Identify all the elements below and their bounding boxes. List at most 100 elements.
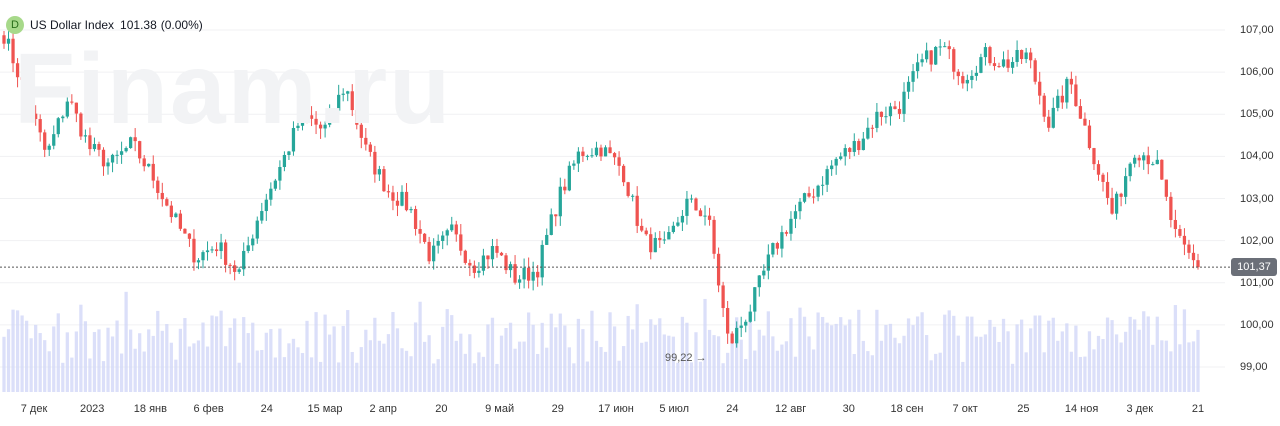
x-tick-label: 9 май bbox=[485, 403, 515, 415]
candle bbox=[300, 107, 305, 126]
y-tick-label: 99,00 bbox=[1240, 361, 1268, 373]
volume-bar bbox=[572, 363, 576, 392]
x-tick-label: 20 bbox=[435, 403, 448, 415]
candle bbox=[522, 267, 526, 280]
volume-bar bbox=[1060, 331, 1064, 392]
candle bbox=[612, 153, 617, 158]
volume-bar bbox=[88, 358, 92, 392]
volume-bar bbox=[861, 340, 865, 392]
volume-bar bbox=[852, 353, 856, 392]
candle bbox=[1029, 52, 1033, 61]
volume-bar bbox=[318, 361, 323, 392]
volume-bar bbox=[1006, 331, 1010, 392]
candle bbox=[459, 234, 463, 251]
volume-bar bbox=[911, 325, 915, 392]
volume-bar bbox=[906, 318, 911, 392]
volume-bar bbox=[640, 342, 644, 392]
candle bbox=[920, 59, 924, 63]
volume-bar bbox=[757, 329, 761, 392]
candle bbox=[287, 151, 291, 155]
candle bbox=[698, 210, 703, 217]
volume-bar bbox=[581, 329, 585, 392]
volume-bar bbox=[925, 335, 929, 392]
candle bbox=[965, 79, 969, 84]
candle bbox=[391, 192, 395, 201]
volume-bar bbox=[481, 356, 486, 392]
volume-bar bbox=[875, 309, 879, 392]
candle bbox=[1015, 49, 1019, 62]
volume-bar bbox=[436, 359, 440, 392]
volume-bar bbox=[1128, 316, 1132, 392]
volume-bar bbox=[178, 328, 183, 392]
candle bbox=[572, 163, 576, 166]
volume-bar bbox=[612, 326, 617, 392]
volume-bar bbox=[160, 330, 164, 392]
volume-bar bbox=[513, 348, 517, 392]
volume-bar bbox=[454, 340, 458, 392]
candle bbox=[450, 224, 454, 231]
candle bbox=[875, 111, 879, 128]
volume-bar bbox=[938, 352, 942, 392]
x-tick-label: 7 дек bbox=[20, 403, 48, 415]
candle bbox=[1096, 164, 1101, 175]
volume-bar bbox=[1042, 352, 1046, 392]
volume-bar bbox=[689, 362, 694, 392]
volume-bar bbox=[970, 316, 974, 392]
volume-bar bbox=[1114, 334, 1119, 392]
volume-bar bbox=[780, 344, 784, 392]
volume-bar bbox=[793, 356, 798, 392]
candle bbox=[1178, 229, 1182, 236]
candle bbox=[784, 232, 789, 234]
volume-bar bbox=[517, 341, 522, 392]
symbol-badge[interactable]: D bbox=[6, 16, 24, 34]
candle bbox=[685, 198, 689, 216]
volume-bar bbox=[92, 332, 97, 392]
candle bbox=[355, 110, 359, 125]
candle bbox=[970, 75, 974, 80]
candle bbox=[233, 265, 237, 272]
symbol-name: US Dollar Index bbox=[30, 18, 115, 32]
candle bbox=[775, 243, 780, 249]
candle bbox=[830, 165, 834, 170]
candle bbox=[273, 180, 277, 189]
volume-bar bbox=[848, 319, 852, 392]
volume-bar bbox=[879, 340, 884, 392]
volume-bar bbox=[676, 362, 680, 392]
volume-bar bbox=[463, 353, 467, 392]
volume-bar bbox=[798, 307, 802, 392]
candle bbox=[626, 182, 630, 196]
candle bbox=[762, 270, 766, 276]
volume-bar bbox=[748, 312, 752, 392]
volume-bar bbox=[196, 340, 201, 392]
candle bbox=[621, 165, 626, 183]
volume-bar bbox=[269, 329, 273, 392]
candle bbox=[667, 232, 671, 240]
x-tick-label: 21 bbox=[1191, 403, 1205, 415]
volume-bar bbox=[472, 363, 476, 392]
volume-bar bbox=[468, 334, 472, 392]
candle bbox=[1164, 179, 1168, 197]
volume-bar bbox=[15, 310, 20, 392]
candle bbox=[481, 255, 486, 271]
candle bbox=[395, 200, 400, 206]
candle bbox=[350, 91, 354, 111]
volume-bar bbox=[183, 318, 187, 392]
candle bbox=[463, 250, 467, 263]
volume-bar bbox=[34, 324, 38, 392]
candle bbox=[712, 219, 716, 254]
candle bbox=[1146, 155, 1150, 165]
candle bbox=[531, 271, 535, 281]
candle bbox=[1142, 155, 1146, 161]
volume-bar bbox=[545, 347, 549, 392]
candle bbox=[318, 124, 323, 129]
x-tick-label: 14 ноя bbox=[1064, 403, 1099, 415]
candle bbox=[1114, 193, 1119, 214]
candle bbox=[929, 50, 933, 65]
volume-bar bbox=[1164, 340, 1168, 392]
volume-bar bbox=[504, 328, 508, 392]
volume-bar bbox=[617, 360, 621, 392]
candle bbox=[757, 275, 761, 288]
candle bbox=[1074, 84, 1078, 107]
candle bbox=[269, 188, 273, 200]
volume-bar bbox=[1001, 318, 1006, 392]
